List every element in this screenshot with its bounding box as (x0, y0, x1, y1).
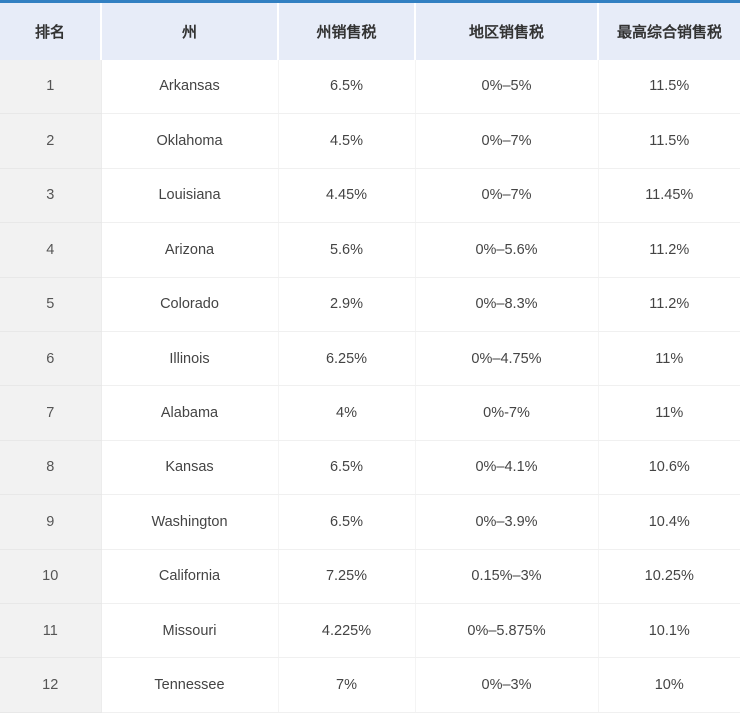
cell-rank: 6 (0, 331, 102, 387)
cell-combined: 11.2% (598, 277, 740, 332)
cell-combined: 10.25% (598, 549, 740, 604)
cell-rank: 1 (0, 59, 102, 115)
cell-combined: 10% (598, 657, 740, 713)
cell-state: Washington (101, 494, 279, 550)
table-row: 8 Kansas 6.5% 0%–4.1% 10.6% (0, 440, 740, 496)
table-body: 1 Arkansas 6.5% 0%–5% 11.5% 2 Oklahoma 4.5% 0%–7… (0, 59, 740, 713)
cell-state: Oklahoma (101, 113, 279, 169)
cell-combined: 11% (598, 331, 740, 387)
cell-rank: 2 (0, 113, 102, 169)
cell-state: Arizona (101, 222, 279, 278)
cell-local-tax: 0%–7% (415, 168, 599, 224)
table-row: 3 Louisiana 4.45% 0%–7% 11.45% (0, 168, 740, 224)
column-header-local-tax: 地区销售税 (415, 1, 599, 60)
cell-local-tax: 0%-7% (415, 385, 599, 441)
cell-state-tax: 4.225% (278, 603, 416, 659)
table-row: 1 Arkansas 6.5% 0%–5% 11.5% (0, 59, 740, 115)
cell-state-tax: 6.5% (278, 494, 416, 550)
column-header-state: 州 (101, 1, 279, 60)
table-row: 6 Illinois 6.25% 0%–4.75% 11% (0, 331, 740, 387)
cell-local-tax: 0%–8.3% (415, 277, 599, 332)
cell-local-tax: 0%–7% (415, 113, 599, 169)
cell-local-tax: 0%–5.875% (415, 603, 599, 659)
cell-combined: 11.2% (598, 222, 740, 278)
cell-state: Alabama (101, 385, 279, 441)
cell-combined: 10.4% (598, 494, 740, 550)
cell-rank: 10 (0, 549, 102, 604)
cell-combined: 11.5% (598, 113, 740, 169)
table-header: 排名 州 州销售税 地区销售税 最高综合销售税 (0, 1, 740, 60)
table-row: 2 Oklahoma 4.5% 0%–7% 11.5% (0, 113, 740, 169)
table-row: 4 Arizona 5.6% 0%–5.6% 11.2% (0, 222, 740, 278)
table-row: 12 Tennessee 7% 0%–3% 10% (0, 657, 740, 713)
cell-state: California (101, 549, 279, 604)
cell-state-tax: 4% (278, 385, 416, 441)
cell-state: Missouri (101, 603, 279, 659)
table-row: 9 Washington 6.5% 0%–3.9% 10.4% (0, 494, 740, 550)
cell-state-tax: 4.45% (278, 168, 416, 224)
table-row: 10 California 7.25% 0.15%–3% 10.25% (0, 549, 740, 604)
cell-state-tax: 5.6% (278, 222, 416, 278)
column-header-state-tax: 州销售税 (278, 1, 416, 60)
column-header-rank: 排名 (0, 1, 102, 60)
cell-local-tax: 0%–5.6% (415, 222, 599, 278)
cell-rank: 8 (0, 440, 102, 496)
cell-local-tax: 0.15%–3% (415, 549, 599, 604)
cell-local-tax: 0%–5% (415, 59, 599, 115)
cell-state: Illinois (101, 331, 279, 387)
cell-state-tax: 7.25% (278, 549, 416, 604)
cell-rank: 12 (0, 657, 102, 713)
cell-state: Colorado (101, 277, 279, 332)
cell-local-tax: 0%–3% (415, 657, 599, 713)
cell-rank: 9 (0, 494, 102, 550)
cell-local-tax: 0%–4.1% (415, 440, 599, 496)
cell-rank: 3 (0, 168, 102, 224)
cell-state-tax: 6.5% (278, 59, 416, 115)
cell-rank: 7 (0, 385, 102, 441)
cell-local-tax: 0%–4.75% (415, 331, 599, 387)
cell-state-tax: 7% (278, 657, 416, 713)
cell-state: Kansas (101, 440, 279, 496)
table-header-row: 排名 州 州销售税 地区销售税 最高综合销售税 (0, 1, 740, 60)
table-row: 5 Colorado 2.9% 0%–8.3% 11.2% (0, 277, 740, 332)
cell-state-tax: 4.5% (278, 113, 416, 169)
table-row: 11 Missouri 4.225% 0%–5.875% 10.1% (0, 603, 740, 659)
cell-state: Tennessee (101, 657, 279, 713)
cell-state: Arkansas (101, 59, 279, 115)
cell-combined: 10.1% (598, 603, 740, 659)
cell-combined: 11.45% (598, 168, 740, 224)
cell-combined: 10.6% (598, 440, 740, 496)
cell-state-tax: 2.9% (278, 277, 416, 332)
cell-state: Louisiana (101, 168, 279, 224)
cell-combined: 11% (598, 385, 740, 441)
column-header-combined: 最高综合销售税 (598, 1, 740, 60)
cell-rank: 5 (0, 277, 102, 332)
cell-rank: 4 (0, 222, 102, 278)
table-row: 7 Alabama 4% 0%-7% 11% (0, 385, 740, 441)
cell-combined: 11.5% (598, 59, 740, 115)
cell-rank: 11 (0, 603, 102, 659)
cell-state-tax: 6.5% (278, 440, 416, 496)
cell-local-tax: 0%–3.9% (415, 494, 599, 550)
cell-state-tax: 6.25% (278, 331, 416, 387)
